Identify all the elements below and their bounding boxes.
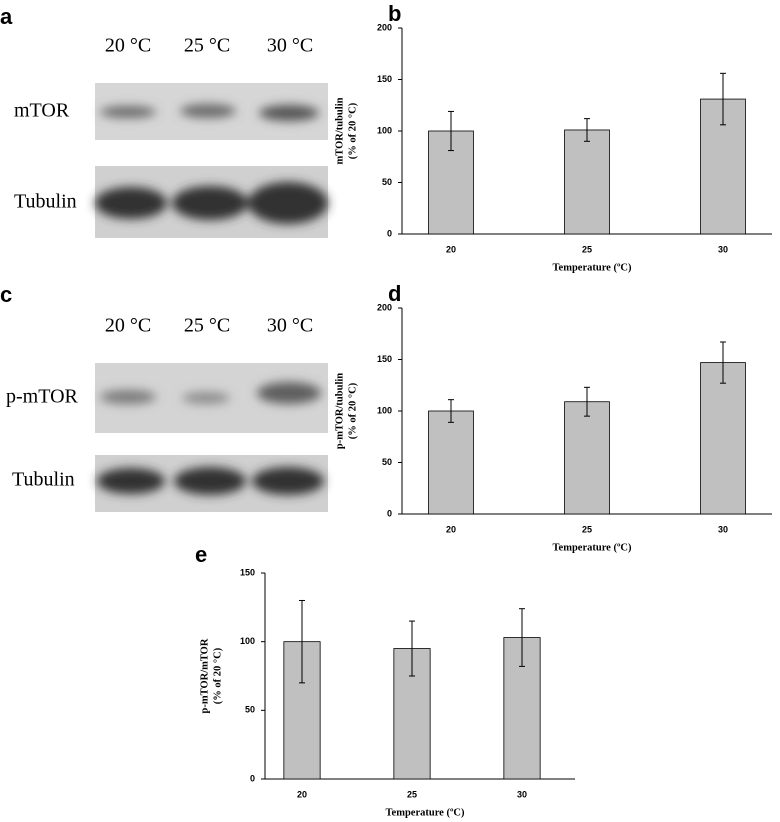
lane-label: 20 °C — [105, 315, 151, 337]
y-axis-title: p-mTOR/tubulin — [334, 373, 345, 449]
row-label: Tubulin — [12, 469, 75, 491]
y-tick-label: 50 — [382, 457, 392, 467]
bar — [564, 401, 610, 515]
row-label: mTOR — [14, 100, 70, 122]
x-tick-label: 25 — [582, 524, 592, 534]
x-tick-label: 30 — [718, 524, 728, 534]
y-tick-label: 150 — [377, 74, 392, 84]
y-axis-title: (% of 20 °C) — [212, 647, 223, 704]
panel-letter: c — [0, 282, 12, 307]
bar — [564, 129, 610, 235]
bar — [428, 410, 474, 515]
x-tick-label: 25 — [407, 789, 417, 799]
y-axis-title: mTOR/tubulin — [334, 97, 345, 164]
blot-bands — [97, 467, 324, 495]
x-axis-title: Temperature (ºC) — [553, 262, 632, 273]
y-tick-label: 0 — [250, 773, 255, 783]
y-tick-label: 100 — [240, 636, 255, 646]
row-label: p-mTOR — [6, 386, 79, 408]
y-tick-label: 100 — [377, 125, 392, 135]
x-tick-label: 20 — [446, 244, 456, 254]
y-tick-label: 200 — [377, 302, 392, 312]
lane-label: 25 °C — [184, 315, 230, 337]
lane-label: 30 °C — [267, 315, 313, 337]
x-tick-label: 30 — [718, 244, 728, 254]
x-tick-label: 20 — [297, 789, 307, 799]
y-tick-label: 150 — [240, 567, 255, 577]
blot-bands — [100, 104, 319, 121]
x-axis-title: Temperature (ºC) — [553, 542, 632, 553]
lane-label: 30 °C — [267, 35, 313, 57]
y-axis-title: (% of 20 °C) — [347, 382, 358, 439]
x-tick-label: 20 — [446, 524, 456, 534]
y-tick-label: 50 — [245, 705, 255, 715]
panel-letter: b — [388, 1, 401, 26]
x-axis-title: Temperature (ºC) — [386, 807, 465, 818]
x-tick-label: 30 — [517, 789, 527, 799]
y-tick-label: 150 — [377, 354, 392, 364]
blot-bands — [95, 182, 328, 224]
y-tick-label: 0 — [387, 228, 392, 238]
blot-bands — [100, 382, 321, 404]
y-tick-label: 200 — [377, 22, 392, 32]
blot: 20 °C 25 °C 30 °C p-mTOR Tubulin — [6, 315, 328, 512]
panel-letter: e — [195, 542, 207, 567]
y-axis-title: p-mTOR/mTOR — [199, 638, 210, 713]
panel-letter: a — [0, 4, 13, 29]
y-axis-title: (% of 20 °C) — [347, 102, 358, 159]
panel-letter: d — [388, 281, 401, 306]
y-tick-label: 50 — [382, 177, 392, 187]
lane-label: 20 °C — [105, 35, 151, 57]
row-label: Tubulin — [14, 191, 77, 213]
bar — [700, 362, 746, 515]
lane-label: 25 °C — [184, 35, 230, 57]
y-tick-label: 0 — [387, 508, 392, 518]
x-tick-label: 25 — [582, 244, 592, 254]
y-tick-label: 100 — [377, 405, 392, 415]
blot: 20 °C 25 °C 30 °C mTOR Tubulin — [14, 35, 328, 238]
